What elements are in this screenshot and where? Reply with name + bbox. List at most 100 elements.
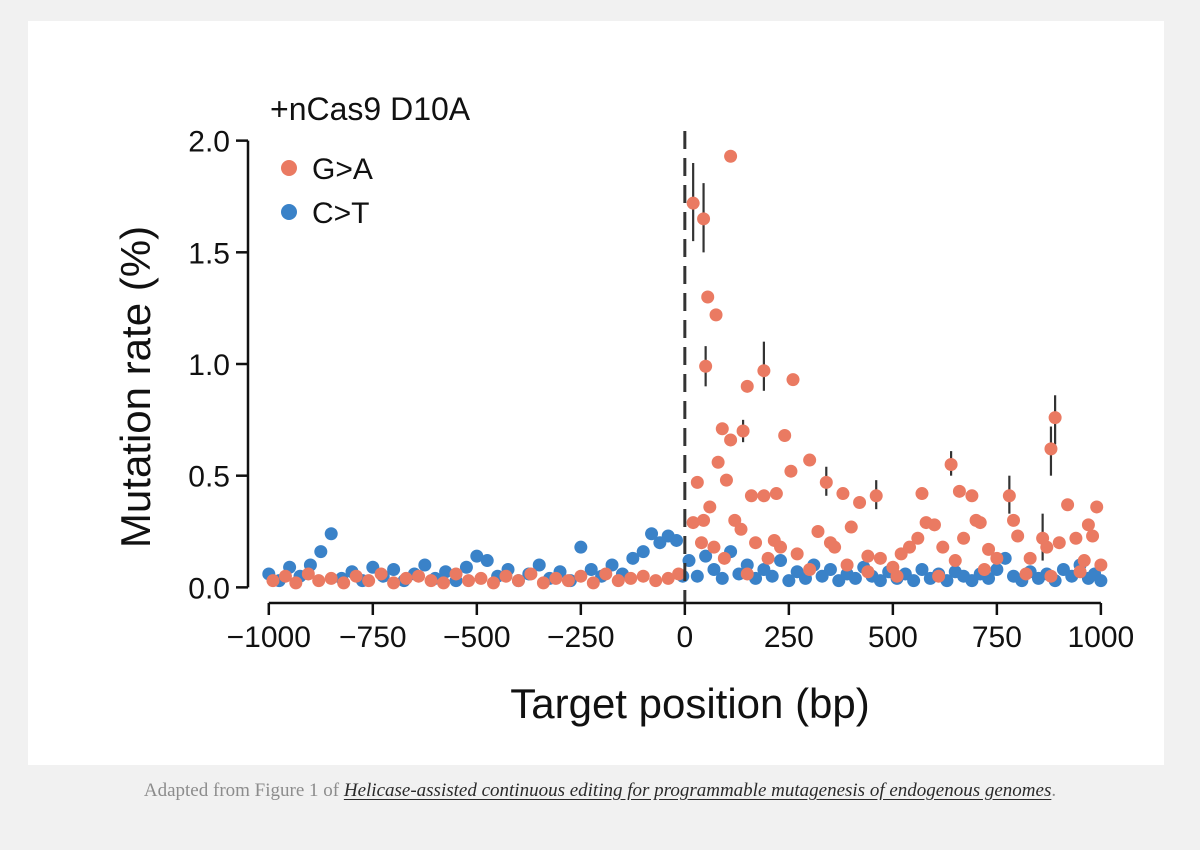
point-g-to-a (561, 574, 575, 588)
point-g-to-a (715, 422, 729, 436)
point-g-to-a (374, 567, 388, 581)
caption-suffix: . (1051, 780, 1057, 801)
legend-label: G>A (312, 153, 373, 186)
point-g-to-a (740, 379, 754, 393)
caption-paper-link[interactable]: Helicase-assisted continuous editing for… (343, 780, 1052, 801)
point-g-to-a (952, 484, 966, 498)
point-g-to-a (1086, 529, 1100, 543)
point-g-to-a (840, 558, 854, 572)
point-g-to-a (701, 290, 715, 304)
point-g-to-a (944, 458, 958, 472)
point-g-to-a (511, 574, 525, 588)
point-g-to-a (301, 567, 315, 581)
point-g-to-a (927, 518, 941, 532)
point-g-to-a (915, 487, 929, 501)
point-g-to-a (890, 569, 904, 583)
point-g-to-a (524, 567, 538, 581)
point-g-to-a (990, 551, 1004, 565)
point-g-to-a (1002, 489, 1016, 503)
legend-marker (281, 160, 297, 176)
point-g-to-a (449, 567, 463, 581)
point-g-to-a (965, 489, 979, 503)
x-tick-label: −1000 (227, 621, 311, 654)
point-g-to-a (337, 576, 351, 590)
point-g-to-a (686, 196, 700, 210)
y-tick-label: 2.0 (188, 126, 230, 159)
point-g-to-a (828, 540, 842, 554)
point-g-to-a (1081, 518, 1095, 532)
legend-label: C>T (312, 197, 370, 230)
figure-card: 0.0 0.5 1.0 1.5 2.0 −1000 −750 −500 −250 0 250 500… (28, 21, 1164, 765)
point-g-to-a (1061, 498, 1075, 512)
point-g-to-a (699, 359, 713, 373)
point-c-to-t (715, 571, 729, 585)
point-c-to-t (690, 569, 704, 583)
point-g-to-a (803, 562, 817, 576)
point-g-to-a (1073, 565, 1087, 579)
series-g-to-a (266, 149, 1108, 590)
point-g-to-a (574, 569, 588, 583)
point-c-to-t (439, 565, 453, 579)
point-g-to-a (624, 571, 638, 585)
point-g-to-a (1069, 531, 1083, 545)
point-g-to-a (1094, 558, 1108, 572)
point-g-to-a (412, 569, 426, 583)
point-c-to-t (670, 533, 684, 547)
x-tick-label: 500 (868, 621, 918, 654)
legend-marker (281, 204, 297, 220)
point-g-to-a (744, 489, 758, 503)
point-c-to-t (584, 562, 598, 576)
y-tick-label: 1.5 (188, 237, 230, 270)
x-tick-label: 750 (972, 621, 1022, 654)
point-g-to-a (1052, 536, 1066, 550)
point-g-to-a (819, 475, 833, 489)
y-tick-label: 0.0 (188, 572, 230, 605)
point-g-to-a (707, 540, 721, 554)
point-c-to-t (459, 560, 473, 574)
x-tick-label: 0 (676, 621, 693, 654)
point-g-to-a (437, 576, 451, 590)
point-c-to-t (765, 569, 779, 583)
point-g-to-a (757, 489, 771, 503)
point-g-to-a (324, 571, 338, 585)
point-g-to-a (957, 531, 971, 545)
point-c-to-t (740, 558, 754, 572)
point-g-to-a (749, 536, 763, 550)
point-g-to-a (778, 428, 792, 442)
point-c-to-t (314, 545, 328, 559)
point-g-to-a (869, 489, 883, 503)
point-g-to-a (1090, 500, 1104, 514)
x-axis: −1000 −750 −500 −250 0 250 500 750 1000 (227, 601, 1134, 654)
point-g-to-a (873, 551, 887, 565)
point-g-to-a (844, 520, 858, 534)
point-g-to-a (711, 455, 725, 469)
point-g-to-a (672, 567, 686, 581)
point-g-to-a (1007, 513, 1021, 527)
point-g-to-a (697, 212, 711, 226)
point-g-to-a (861, 549, 875, 563)
point-c-to-t (823, 562, 837, 576)
point-g-to-a (757, 364, 771, 378)
point-g-to-a (1023, 551, 1037, 565)
point-c-to-t (915, 562, 929, 576)
y-tick-label: 1.0 (188, 349, 230, 382)
y-tick-label: 0.5 (188, 461, 230, 494)
point-g-to-a (694, 536, 708, 550)
legend: G>A C>T (281, 153, 373, 230)
point-g-to-a (474, 571, 488, 585)
point-c-to-t (387, 562, 401, 576)
point-g-to-a (586, 576, 600, 590)
point-g-to-a (761, 551, 775, 565)
x-tick-label: −250 (547, 621, 615, 654)
point-g-to-a (853, 495, 867, 509)
point-g-to-a (289, 576, 303, 590)
point-g-to-a (399, 571, 413, 585)
point-g-to-a (936, 540, 950, 554)
point-g-to-a (719, 473, 733, 487)
point-c-to-t (636, 545, 650, 559)
point-g-to-a (977, 562, 991, 576)
point-g-to-a (1019, 567, 1033, 581)
point-g-to-a (611, 574, 625, 588)
scatter-chart: 0.0 0.5 1.0 1.5 2.0 −1000 −750 −500 −250 0 250 500… (112, 91, 1134, 727)
point-g-to-a (786, 373, 800, 387)
